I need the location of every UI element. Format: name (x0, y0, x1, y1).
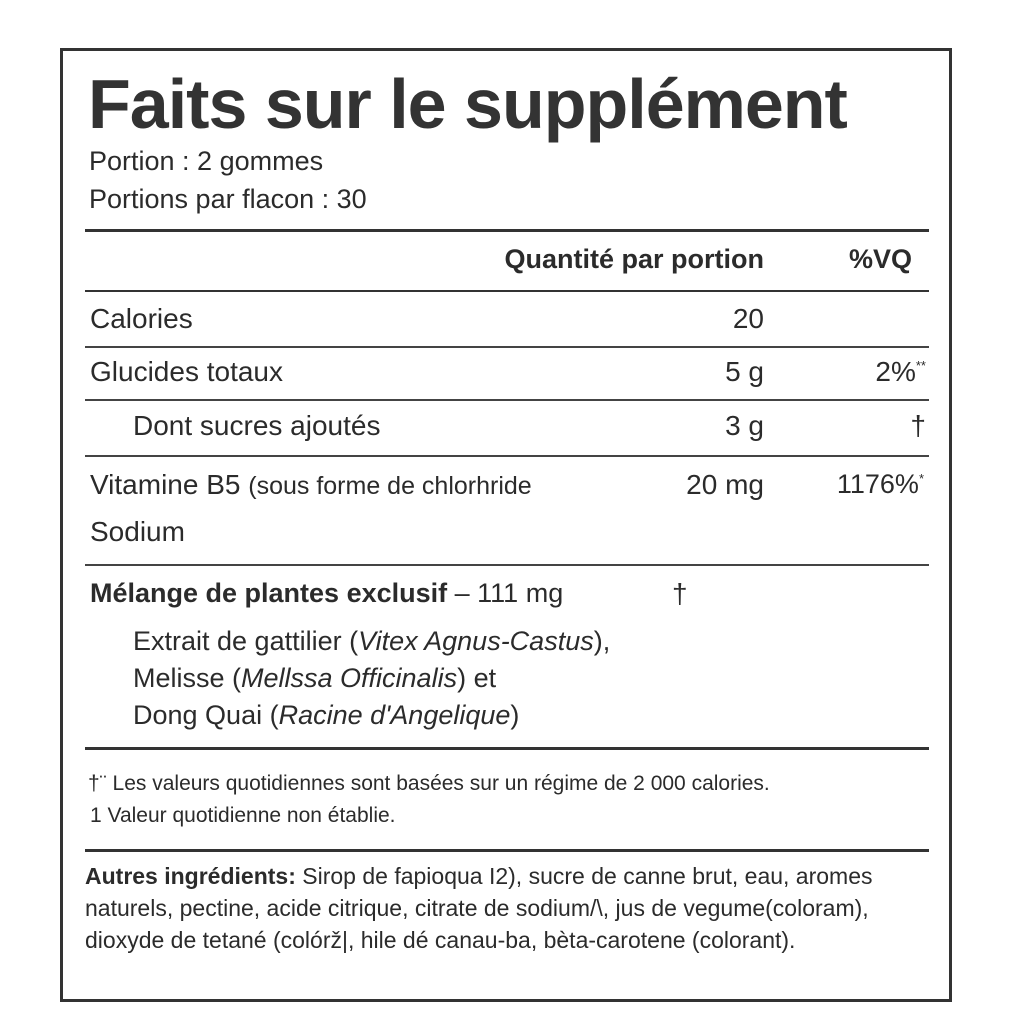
divider (85, 564, 929, 566)
dv-value: 1176% (836, 469, 919, 499)
dv-mark: * (918, 471, 924, 486)
punct: ), (593, 626, 611, 656)
blend-heading: Mélange de plantes exclusif – 111 mg (90, 578, 563, 609)
ingredient-name: Melisse ( (133, 663, 242, 693)
divider (85, 346, 929, 348)
nutrient-form: (sous forme de chlorhride (248, 472, 532, 500)
divider (85, 399, 929, 401)
divider (85, 455, 929, 457)
dv-mark: ** (915, 358, 926, 373)
dagger-mark: †¨ (88, 772, 107, 795)
punct: ) et (457, 663, 497, 693)
other-ingredients: Autres ingrédients: Sirop de fapioqua I2… (85, 860, 935, 956)
footnote-text: Les valeurs quotidiennes sont basées sur… (112, 772, 770, 795)
row-sugars-amount: 3 g (725, 410, 764, 441)
latin-name: Racine d'Angelique (278, 700, 511, 730)
other-ingredients-text: Sirop de fapioqua I2), sucre de canne br… (85, 863, 873, 953)
row-calories-name: Calories (90, 303, 193, 334)
row-carbs-name: Glucides totaux (90, 356, 283, 387)
footnote-not-established: 1 Valeur quotidienne non établie. (90, 804, 396, 827)
row-b5-name-line2: Sodium (90, 516, 185, 547)
other-ingredients-label: Autres ingrédients: (85, 863, 296, 889)
dv-header: %VQ (848, 244, 912, 274)
blend-name: Mélange de plantes exclusif (90, 578, 448, 608)
row-sugars-dv: † (910, 410, 926, 441)
blend-amount: – 111 mg (454, 578, 564, 608)
label-title: Faits sur le supplément (88, 65, 848, 143)
row-b5-dv: 1176%* (837, 469, 924, 500)
row-carbs-amount: 5 g (725, 356, 764, 387)
row-b5-name: Vitamine B5 (sous forme de chlorhride (90, 469, 532, 501)
latin-name: Mellssa Officinalis (241, 663, 458, 693)
servings-per-container: Portions par flacon : 30 (89, 184, 367, 214)
punct: ) (510, 700, 520, 730)
row-sugars-name: Dont sucres ajoutés (133, 410, 381, 441)
blend-ingredient: Melisse (Mellssa Officinalis) et (133, 663, 496, 694)
divider (85, 849, 929, 852)
dv-value: 2% (875, 356, 916, 387)
divider (85, 747, 929, 750)
blend-dv: † (672, 578, 688, 609)
row-carbs-dv: 2%** (875, 356, 926, 388)
blend-ingredient: Extrait de gattilier (Vitex Agnus-Castus… (133, 626, 610, 657)
row-calories-amount: 20 (732, 303, 764, 334)
nutrient-name: Vitamine B5 (90, 469, 241, 500)
ingredient-name: Dong Quai ( (133, 700, 279, 730)
serving-size: Portion : 2 gommes (89, 146, 324, 176)
latin-name: Vitex Agnus-Castus (358, 626, 594, 656)
label-frame (60, 48, 952, 1002)
divider (85, 290, 929, 292)
footnote-dv: †¨ Les valeurs quotidiennes sont basées … (88, 772, 770, 796)
divider (85, 229, 929, 232)
ingredient-name: Extrait de gattilier ( (133, 626, 359, 656)
row-b5-amount: 20 mg (686, 469, 764, 500)
amount-header: Quantité par portion (504, 244, 765, 274)
blend-ingredient: Dong Quai (Racine d'Angelique) (133, 700, 519, 731)
